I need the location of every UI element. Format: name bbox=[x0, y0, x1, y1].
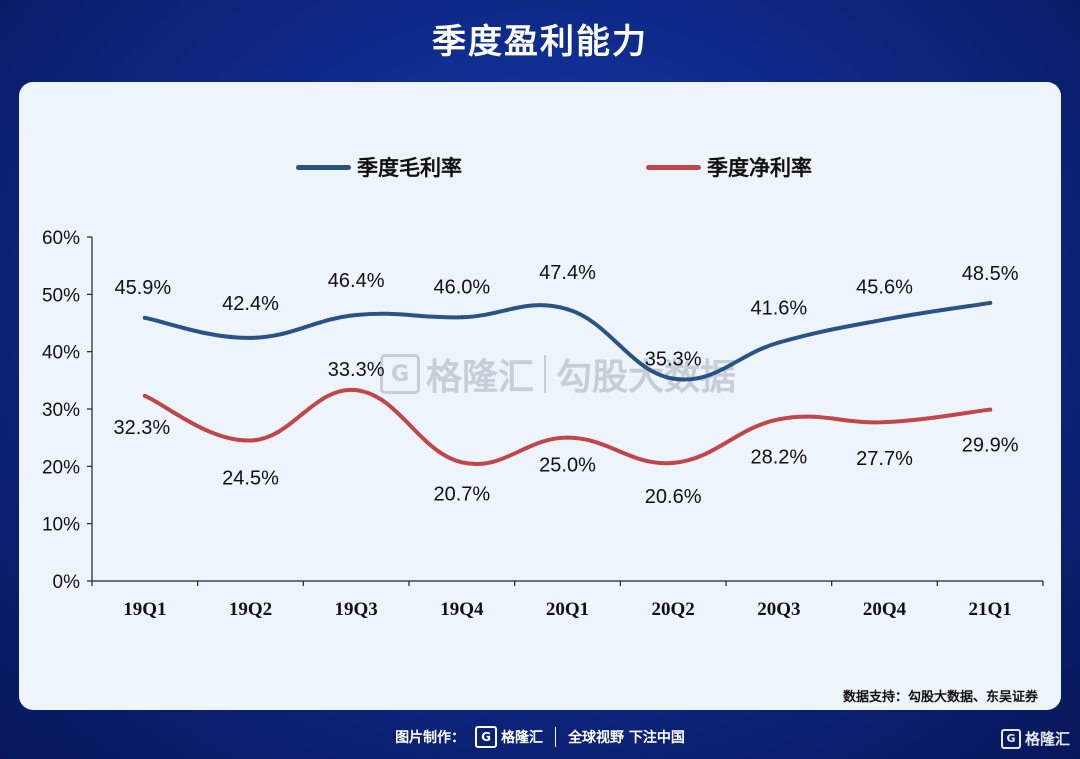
gross-margin-point bbox=[248, 335, 253, 340]
x-tick-label: 20Q2 bbox=[652, 599, 695, 620]
gross-margin-point bbox=[776, 340, 781, 345]
x-tick-label: 20Q1 bbox=[546, 599, 589, 620]
chart-axes: 0% 10% 20% 30% 40% 50% 60% 19Q1 19Q2 19Q3 19Q4 20Q1… bbox=[42, 228, 1044, 620]
net-margin-point bbox=[565, 435, 570, 440]
gross-margin-point bbox=[988, 300, 993, 305]
net-margin-point bbox=[248, 438, 253, 443]
chart-data-labels: 45.9% 42.4% 46.4% 46.0% 47.4% 35.3% 41.6% 45.6%… bbox=[113, 262, 1018, 508]
gross-margin-point bbox=[142, 315, 147, 320]
corner-logo-icon: G bbox=[1000, 728, 1021, 749]
y-tick-label: 0% bbox=[53, 572, 81, 593]
gross-margin-point bbox=[671, 376, 676, 381]
net-margin-point bbox=[354, 388, 359, 393]
footer-made-by: 图片制作： bbox=[395, 730, 466, 746]
y-tick-label: 30% bbox=[42, 400, 80, 421]
footer: 图片制作： G 格隆汇 全球视野 下注中国 bbox=[0, 722, 1080, 752]
data-source: 数据支持：勾股大数据、东吴证券 bbox=[842, 690, 1038, 705]
legend-net-margin-label: 季度净利率 bbox=[707, 156, 812, 180]
y-tick-label: 50% bbox=[42, 285, 80, 306]
net-margin-point bbox=[459, 460, 464, 465]
net-margin-data-label: 28.2% bbox=[750, 446, 807, 468]
x-tick-label: 19Q3 bbox=[335, 599, 378, 620]
net-margin-data-label: 25.0% bbox=[539, 455, 596, 477]
corner-logo-text: 格隆汇 bbox=[1024, 730, 1070, 748]
gross-margin-point bbox=[459, 315, 464, 320]
net-margin-data-label: 29.9% bbox=[962, 435, 1019, 457]
legend-net-margin-swatch bbox=[646, 164, 701, 170]
net-margin-point bbox=[142, 393, 147, 398]
net-margin-point bbox=[671, 460, 676, 465]
footer-divider bbox=[555, 727, 557, 747]
corner-logo: G 格隆汇 bbox=[1000, 728, 1070, 749]
gross-margin-data-label: 46.4% bbox=[328, 270, 385, 292]
x-tick-label: 19Q2 bbox=[229, 599, 272, 620]
y-tick-label: 10% bbox=[42, 515, 80, 536]
net-margin-data-label: 27.7% bbox=[856, 448, 913, 470]
gross-margin-data-label: 47.4% bbox=[539, 262, 596, 284]
chart-series bbox=[142, 300, 993, 466]
gross-margin-point bbox=[354, 312, 359, 317]
y-tick-label: 20% bbox=[42, 457, 80, 478]
net-margin-data-label: 20.6% bbox=[645, 486, 702, 508]
x-tick-label: 19Q4 bbox=[440, 599, 484, 620]
gross-margin-data-label: 45.9% bbox=[114, 277, 171, 299]
gross-margin-data-label: 35.3% bbox=[645, 349, 702, 371]
y-tick-label: 60% bbox=[42, 228, 80, 249]
x-tick-label: 20Q4 bbox=[863, 599, 907, 620]
x-tick-label: 21Q1 bbox=[969, 599, 1012, 620]
gross-margin-data-label: 42.4% bbox=[222, 293, 279, 315]
net-margin-point bbox=[988, 407, 993, 412]
chart-panel bbox=[19, 82, 1061, 710]
watermark-logo-icon: G bbox=[380, 354, 420, 394]
net-margin-point bbox=[776, 417, 781, 422]
page-title: 季度盈利能力 bbox=[432, 22, 648, 62]
legend-gross-margin-swatch bbox=[296, 164, 351, 170]
net-margin-data-label: 33.3% bbox=[328, 359, 385, 381]
gross-margin-data-label: 46.0% bbox=[433, 276, 490, 298]
gross-margin-point bbox=[565, 307, 570, 312]
footer-logo-icon: G bbox=[475, 726, 498, 748]
gross-margin-data-label: 45.6% bbox=[856, 277, 913, 299]
net-margin-data-label: 32.3% bbox=[113, 417, 170, 439]
legend-gross-margin-label: 季度毛利率 bbox=[357, 156, 462, 180]
net-margin-data-label: 20.7% bbox=[433, 483, 490, 505]
net-margin-data-label: 24.5% bbox=[222, 468, 279, 490]
legend-net-margin: 季度净利率 bbox=[646, 152, 812, 182]
gross-margin-data-label: 48.5% bbox=[962, 263, 1019, 285]
net-margin-point bbox=[882, 420, 887, 425]
y-tick-label: 40% bbox=[42, 343, 80, 364]
watermark-logo-text: 格隆汇 bbox=[426, 357, 535, 398]
x-tick-label: 19Q1 bbox=[123, 599, 166, 620]
gross-margin-point bbox=[882, 317, 887, 322]
gross-margin-data-label: 41.6% bbox=[750, 297, 807, 319]
footer-logo-text: 格隆汇 bbox=[501, 730, 544, 746]
net-margin-line bbox=[142, 388, 993, 466]
watermark-divider bbox=[544, 355, 547, 393]
footer-slogan: 全球视野 下注中国 bbox=[568, 730, 685, 746]
legend-gross-margin: 季度毛利率 bbox=[296, 152, 462, 182]
x-tick-label: 20Q3 bbox=[757, 599, 800, 620]
